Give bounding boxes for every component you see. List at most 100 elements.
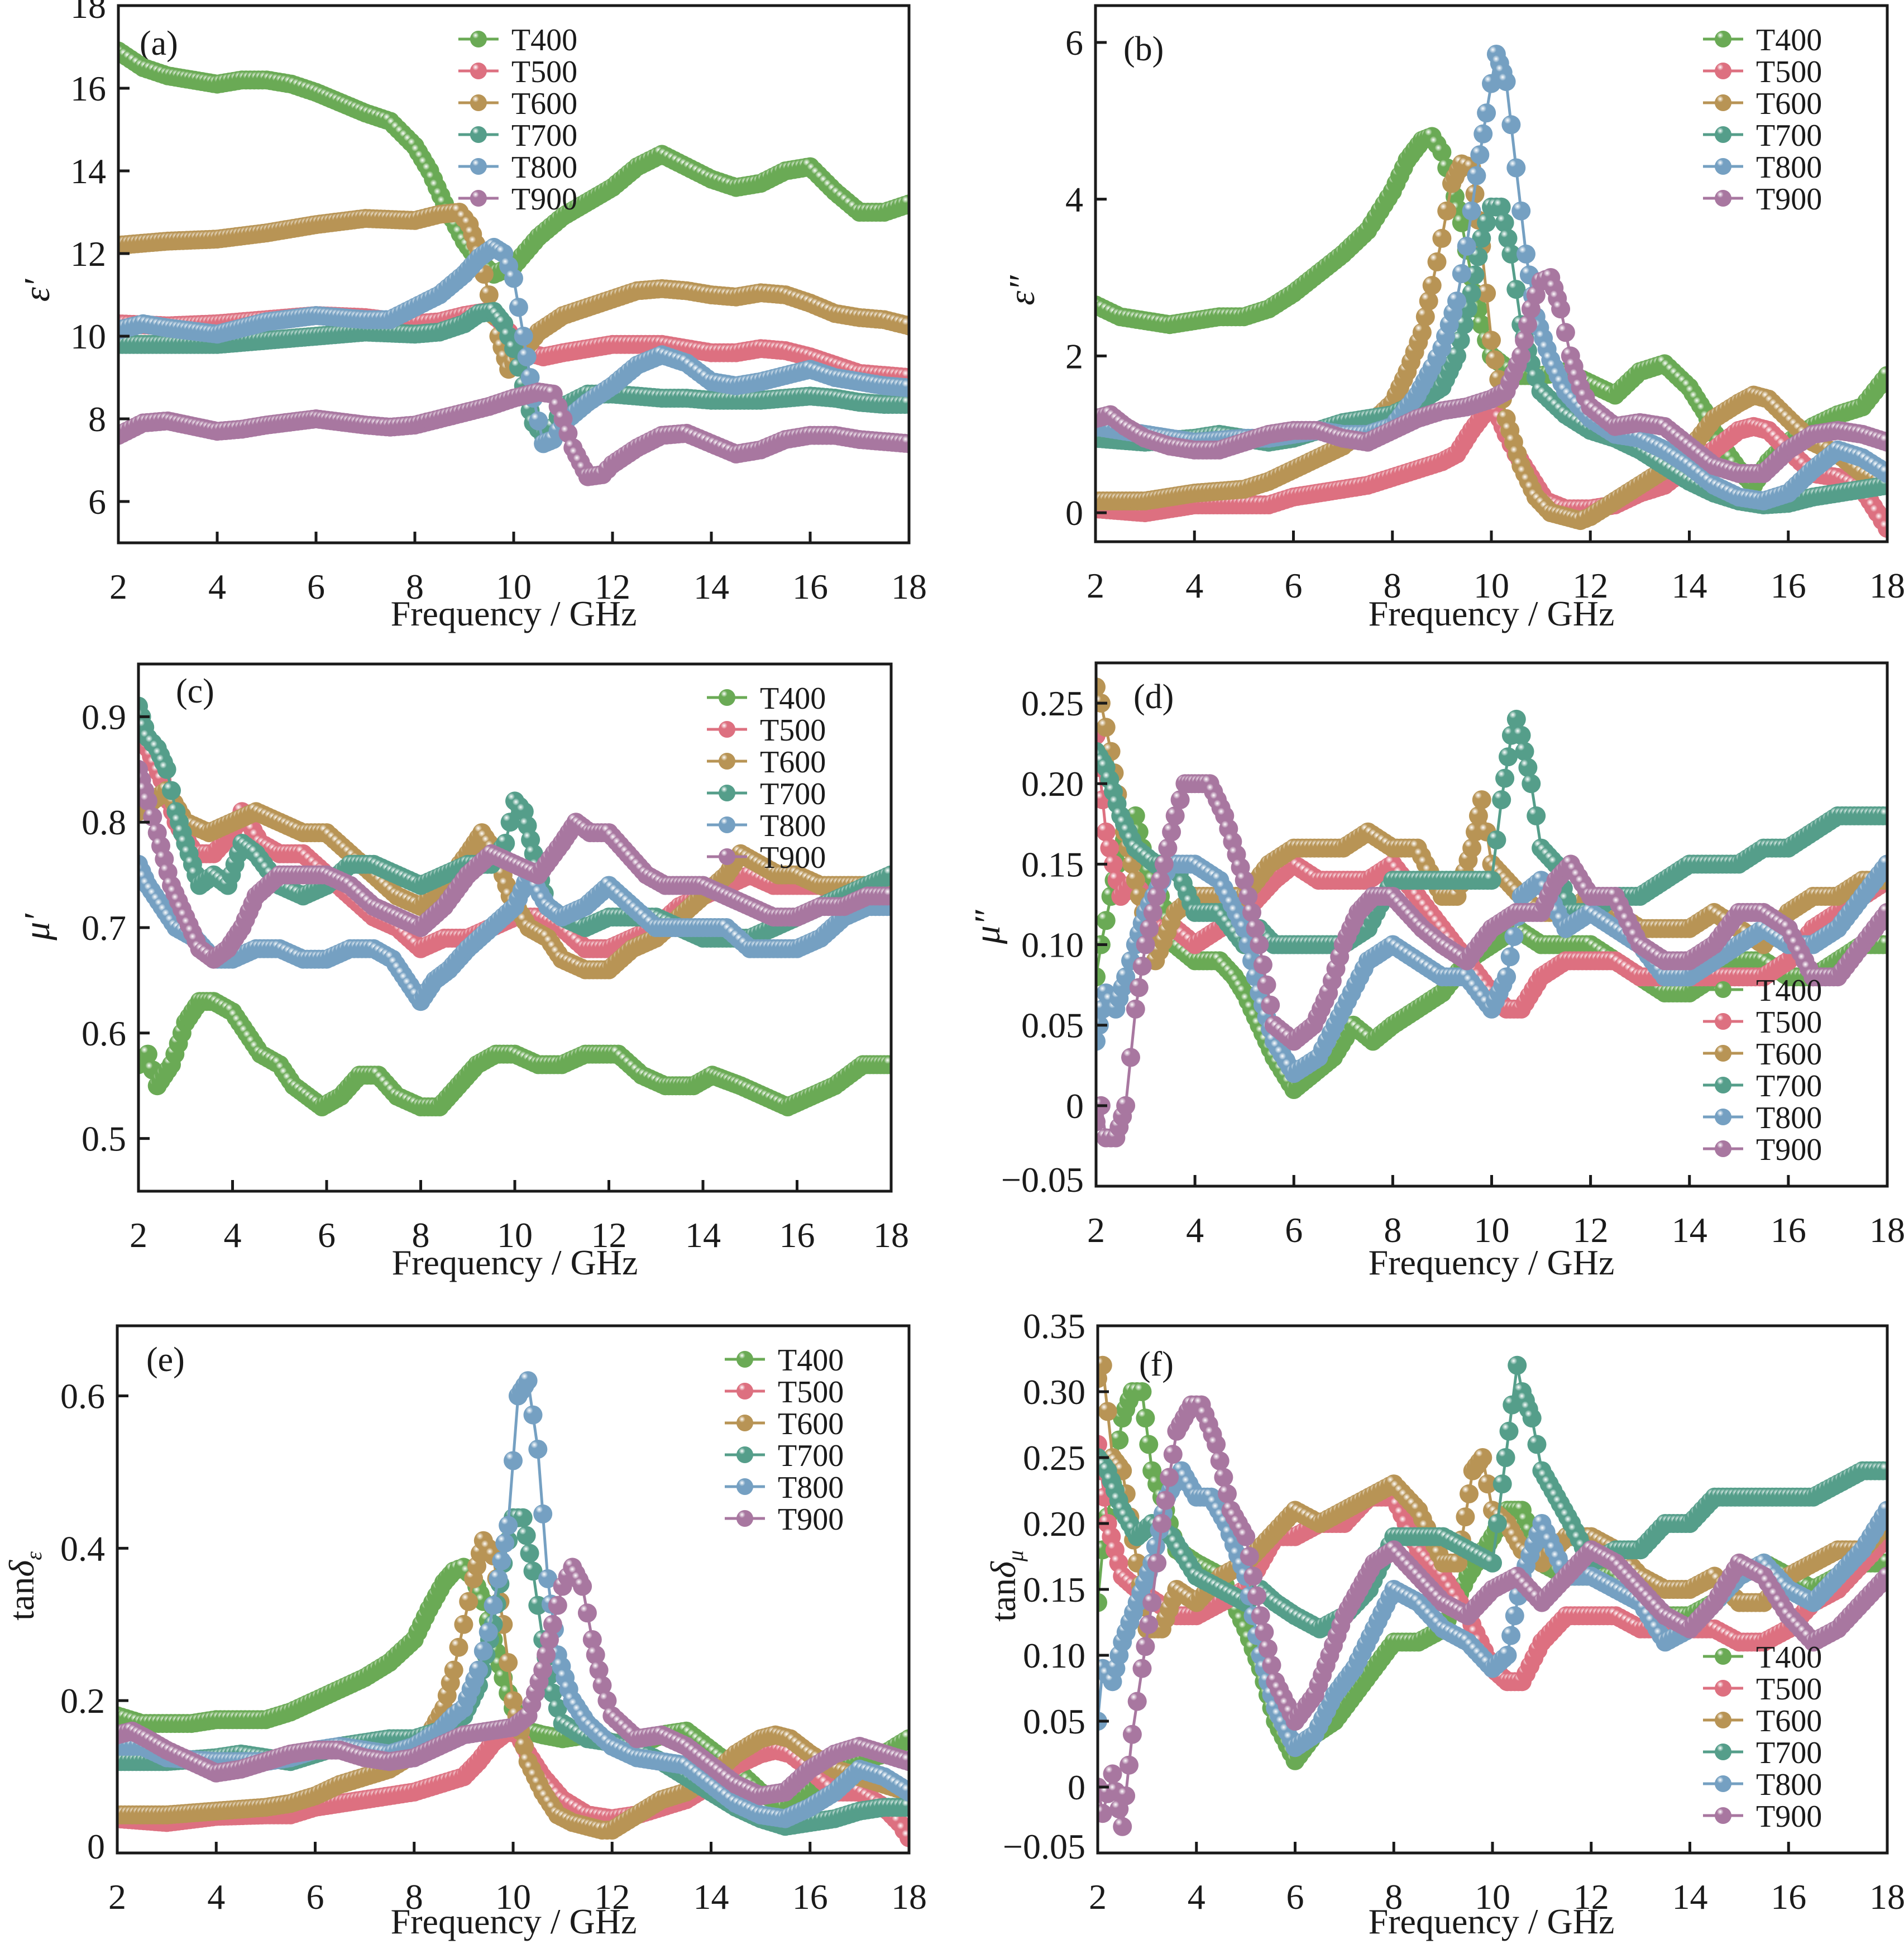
legend-label: T700 xyxy=(511,118,577,153)
data-point-highlight xyxy=(1508,281,1520,293)
data-point-highlight xyxy=(1479,285,1490,297)
data-point-highlight xyxy=(1562,347,1574,359)
data-point-highlight xyxy=(1518,245,1529,257)
legend-marker-highlight xyxy=(471,127,482,137)
legend-label: T500 xyxy=(1756,55,1822,89)
series-t900-b xyxy=(1095,268,1887,483)
x-tick-label: 12 xyxy=(1572,566,1608,605)
data-point-highlight xyxy=(1498,73,1510,85)
data-point-highlight xyxy=(501,328,513,339)
legend-item-t800: T800 xyxy=(1703,150,1822,185)
x-tick-label: 2 xyxy=(1087,566,1104,605)
legend-label: T400 xyxy=(511,23,577,58)
data-point-highlight xyxy=(1566,358,1577,370)
data-point-highlight xyxy=(496,245,508,256)
legend-item-t800: T800 xyxy=(458,150,577,185)
data-point-highlight xyxy=(515,328,527,339)
plot-area-b xyxy=(1095,45,1887,538)
x-tick-label: 2 xyxy=(109,567,127,606)
data-point-highlight xyxy=(145,1061,156,1073)
legend-marker-highlight xyxy=(471,191,482,201)
data-point-highlight xyxy=(530,412,542,424)
data-point-highlight xyxy=(1513,347,1525,359)
legend-item-t500: T500 xyxy=(1703,55,1822,89)
data-point-highlight xyxy=(468,235,480,247)
data-point-highlight xyxy=(510,299,522,311)
legend-item-t900: T900 xyxy=(458,182,577,217)
plot-area-a xyxy=(118,41,909,486)
data-point-highlight xyxy=(1484,75,1495,87)
data-point-highlight xyxy=(1463,202,1475,214)
data-point-highlight xyxy=(1429,253,1441,265)
y-tick-label: 6 xyxy=(88,482,106,522)
data-point-highlight xyxy=(501,257,513,269)
data-point-highlight xyxy=(1572,379,1584,390)
data-point-highlight xyxy=(506,270,517,281)
x-tick-label: 6 xyxy=(307,567,325,606)
y-tick-label: 8 xyxy=(88,399,106,439)
data-point-highlight xyxy=(1539,341,1551,352)
x-tick-label: 8 xyxy=(1384,566,1401,605)
data-point-highlight xyxy=(555,410,567,422)
data-point-highlight xyxy=(1493,198,1505,210)
legend-label: T800 xyxy=(511,150,577,185)
data-point-highlight xyxy=(1417,308,1429,320)
data-point-highlight xyxy=(1543,269,1554,280)
data-point-highlight xyxy=(901,195,909,207)
data-point-highlight xyxy=(1496,214,1508,226)
data-point-highlight xyxy=(1491,371,1503,383)
legend-label: T600 xyxy=(511,87,577,121)
data-point-highlight xyxy=(1557,324,1569,336)
x-tick-label: 10 xyxy=(1474,566,1509,605)
data-point-highlight xyxy=(1414,324,1425,336)
x-tick-label: 18 xyxy=(1869,566,1904,605)
data-point-highlight xyxy=(1500,230,1511,241)
legend-item-t500: T500 xyxy=(458,55,577,89)
legend-marker-highlight xyxy=(471,159,482,169)
data-point-highlight xyxy=(1879,465,1887,476)
legend-marker-highlight xyxy=(471,32,482,42)
data-point-highlight xyxy=(1474,230,1485,241)
legend-marker-highlight xyxy=(1716,159,1726,169)
data-point-highlight xyxy=(519,348,530,360)
data-point-highlight xyxy=(1452,332,1464,343)
y-axis-title-a: ε′ xyxy=(17,278,58,302)
x-tick-label: 12 xyxy=(595,567,630,606)
x-tick-label: 8 xyxy=(406,567,424,606)
series-t400-c xyxy=(138,992,891,1116)
data-point-highlight xyxy=(1479,104,1490,116)
series-t600-a xyxy=(118,203,909,379)
data-point-highlight xyxy=(1484,332,1495,343)
data-point-highlight xyxy=(1528,369,1539,380)
x-tick-label: 14 xyxy=(1672,566,1707,605)
data-point-highlight xyxy=(1505,433,1517,445)
y-tick-label: 10 xyxy=(70,317,106,356)
data-point-highlight xyxy=(1475,125,1487,137)
y-axis-title-b: ε″ xyxy=(1002,275,1042,305)
data-point-highlight xyxy=(550,398,562,409)
data-point-highlight xyxy=(901,379,909,391)
data-point-highlight xyxy=(496,315,508,327)
data-point-highlight xyxy=(545,385,557,397)
legend-label: T900 xyxy=(511,182,577,217)
y-tick-label: 14 xyxy=(70,151,106,191)
legend-marker-highlight xyxy=(1716,127,1726,137)
legend-marker-highlight xyxy=(1716,64,1726,74)
data-point-highlight xyxy=(1479,214,1490,226)
data-point-highlight xyxy=(1449,347,1460,359)
x-tick-label: 4 xyxy=(1185,566,1203,605)
legend-marker-highlight xyxy=(1716,95,1726,106)
data-point-highlight xyxy=(1498,410,1510,422)
x-tick-label: 16 xyxy=(792,567,828,606)
data-point-highlight xyxy=(1553,300,1565,312)
panel-b: (b) Frequency / GHz ε″ 2 4 6 8 10 12 14 16 18024… xyxy=(1002,4,1904,633)
data-point-highlight xyxy=(1439,202,1451,214)
data-point-highlight xyxy=(1569,368,1581,380)
data-point-highlight xyxy=(1424,277,1436,289)
y-tick-label: 4 xyxy=(1065,180,1083,219)
legend-label: T900 xyxy=(1756,182,1822,217)
x-axis-title-c: Frequency / GHz xyxy=(392,1243,638,1282)
legend-item-t600: T600 xyxy=(1703,87,1822,121)
data-point-highlight xyxy=(1549,290,1561,302)
